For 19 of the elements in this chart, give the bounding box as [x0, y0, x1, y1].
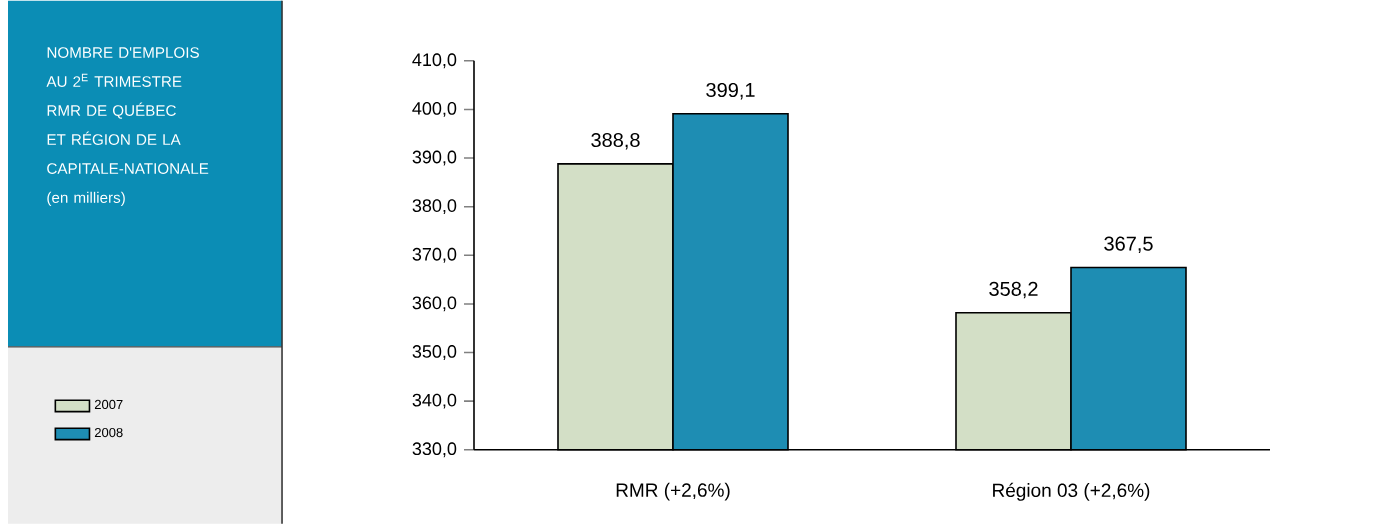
text: NOMBRE D'EMPLOIS AU 2$^{E}$ TRIMESTRE RMR DE QUÉBEC ET RÉGION DE LA CAPITALE-NATIONALE [46, 47, 209, 175]
data-label: 399,1 [706, 83, 755, 100]
data-label: 388,8 [591, 133, 640, 150]
y-tick-label: 330,0 [412, 442, 457, 458]
y-tick-label: 360,0 [412, 296, 457, 312]
y-tick-label: 390,0 [412, 150, 457, 166]
y-tick-label: 410,0 [412, 53, 457, 69]
y-tick-label: 340,0 [412, 393, 457, 409]
data-label: 358,2 [989, 281, 1038, 299]
y-tick-label: 370,0 [412, 248, 457, 263]
x-tick-label: RMR (+2,6%) [616, 483, 730, 501]
x-tick-label: Région 03 (+2,6%) [993, 483, 1150, 502]
legend-label: 2007 [94, 400, 123, 410]
y-tick-label: 350,0 [412, 345, 457, 361]
y-tick-label: 400,0 [412, 102, 457, 118]
legend-label: 2008 [94, 428, 123, 438]
y-tick-label: 380,0 [412, 199, 457, 215]
text: (en milliers) [47, 192, 125, 207]
data-label: 367,5 [1104, 236, 1153, 254]
